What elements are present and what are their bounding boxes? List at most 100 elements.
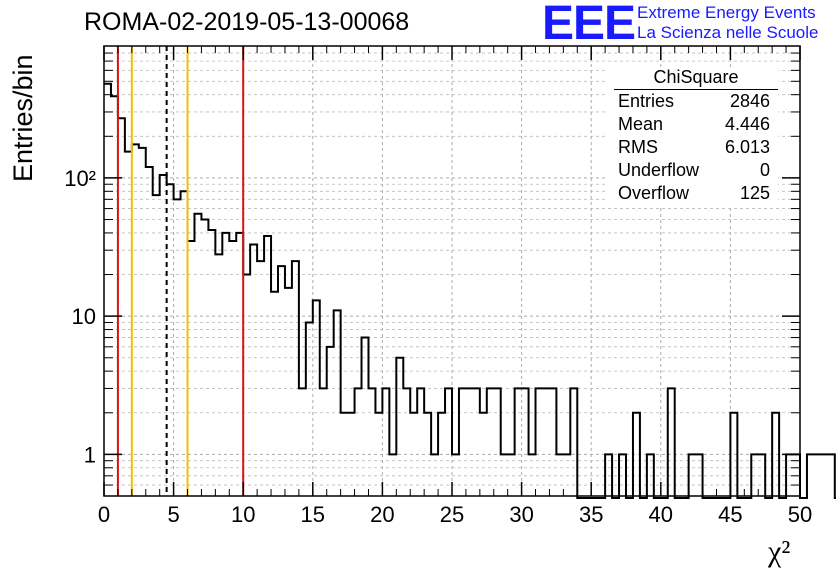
histogram-bin: [828, 454, 835, 496]
eee-logo: EEE: [542, 0, 636, 50]
histogram-bin: [222, 233, 229, 496]
y-tick-label: 10: [72, 304, 96, 329]
histogram-bin: [243, 275, 250, 496]
x-tick-label: 20: [370, 502, 394, 527]
histogram-bin: [487, 388, 494, 496]
stats-value: 4.446: [724, 114, 770, 134]
histogram-bin: [375, 413, 382, 496]
x-tick-label: 5: [167, 502, 179, 527]
histogram-bin: [515, 388, 522, 496]
histogram-bin: [689, 454, 696, 496]
histogram-bin: [424, 413, 431, 496]
x-tick-label: 10: [231, 502, 255, 527]
histogram-bin: [549, 388, 556, 496]
logo-line-2: La Scienza nelle Scuole: [637, 23, 819, 42]
y-tick-label: 1: [84, 442, 96, 467]
histogram-bin: [278, 266, 285, 496]
histogram-bin: [139, 148, 146, 496]
stats-value: 6.013: [724, 137, 770, 157]
histogram-bin: [522, 388, 529, 496]
histogram-bin: [292, 261, 299, 496]
histogram-bin: [542, 388, 549, 496]
histogram-bin: [299, 388, 306, 496]
x-tick-label: 35: [579, 502, 603, 527]
histogram-bin: [257, 261, 264, 496]
histogram-bin: [473, 388, 480, 496]
x-tick-label: 25: [440, 502, 464, 527]
histogram-bin: [160, 175, 167, 496]
histogram-bin: [250, 244, 257, 496]
histogram-bin: [368, 388, 375, 496]
histogram-bin: [563, 454, 570, 496]
histogram-bin: [431, 454, 438, 496]
histogram-bin: [445, 388, 452, 496]
histogram-bin: [633, 413, 640, 496]
histogram-bin: [313, 300, 320, 496]
stats-value: 125: [739, 183, 770, 203]
histogram-bin: [751, 454, 758, 496]
histogram-bin: [382, 388, 389, 496]
histogram-bin: [348, 413, 355, 496]
histogram-bin: [730, 413, 737, 496]
histogram-bin: [536, 388, 543, 496]
x-axis-label: χ²: [768, 535, 791, 568]
histogram-bin: [758, 454, 765, 496]
x-tick-label: 45: [718, 502, 742, 527]
histogram-bin: [306, 322, 313, 496]
x-tick-label: 30: [509, 502, 533, 527]
histogram-bin: [104, 84, 111, 496]
histogram-bin: [271, 292, 278, 496]
histogram-bin: [647, 454, 654, 496]
x-tick-label: 50: [788, 502, 812, 527]
histogram-bin: [570, 388, 577, 496]
histogram-bin: [264, 236, 271, 496]
histogram-bin: [215, 254, 222, 496]
histogram-bin: [529, 454, 536, 496]
histogram-bin: [125, 152, 132, 496]
y-axis-label: Entries/bin: [8, 54, 38, 182]
stats-row-entries: Entries 2846: [608, 90, 778, 113]
histogram-bin: [167, 184, 174, 496]
x-tick-label: 40: [649, 502, 673, 527]
histogram-bin: [821, 454, 828, 496]
histogram-bin: [201, 220, 208, 496]
histogram-bin: [389, 454, 396, 496]
histogram-bin: [146, 167, 153, 496]
logo-line-1: Extreme Energy Events: [637, 3, 816, 22]
stats-row-overflow: Overflow 125: [608, 182, 778, 205]
histogram-bin: [807, 454, 814, 496]
stats-value: 2846: [729, 91, 770, 111]
stats-value: 0: [759, 160, 770, 180]
axis-ticks: 0 5 10 15 20 25 30 35 40 45 50 1 10 10²: [64, 46, 812, 527]
x-tick-label: 0: [98, 502, 110, 527]
y-tick-label: 10²: [64, 166, 96, 191]
stats-label: Mean: [618, 114, 664, 134]
histogram-bin: [355, 388, 362, 496]
histogram-bin: [508, 454, 515, 496]
histogram-bin: [466, 388, 473, 496]
histogram-bin: [605, 454, 612, 496]
histogram-bin: [188, 241, 195, 496]
histogram-bin: [438, 413, 445, 496]
histogram-bin: [132, 144, 139, 496]
stats-row-rms: RMS 6.013: [608, 136, 778, 159]
stats-title: ChiSquare: [614, 67, 778, 90]
histogram-bin: [410, 413, 417, 496]
histogram-bin: [696, 454, 703, 496]
histogram-bin: [194, 214, 201, 496]
histogram-bin: [174, 199, 181, 496]
reference-lines: [116, 46, 245, 496]
histogram-bin: [236, 233, 243, 496]
histogram-bin: [619, 454, 626, 496]
histogram-bin: [118, 118, 125, 496]
x-tick-label: 15: [301, 502, 325, 527]
histogram-bin: [396, 358, 403, 496]
stats-box: ChiSquare Entries 2846 Mean 4.446 RMS 6.013 Un…: [608, 67, 778, 205]
histogram-bin: [772, 413, 779, 496]
chart-title: ROMA-02-2019-05-13-00068: [84, 8, 410, 36]
histogram-bin: [814, 454, 821, 496]
histogram-bin: [362, 338, 369, 496]
histogram-bin: [153, 195, 160, 496]
histogram-bin: [320, 388, 327, 496]
